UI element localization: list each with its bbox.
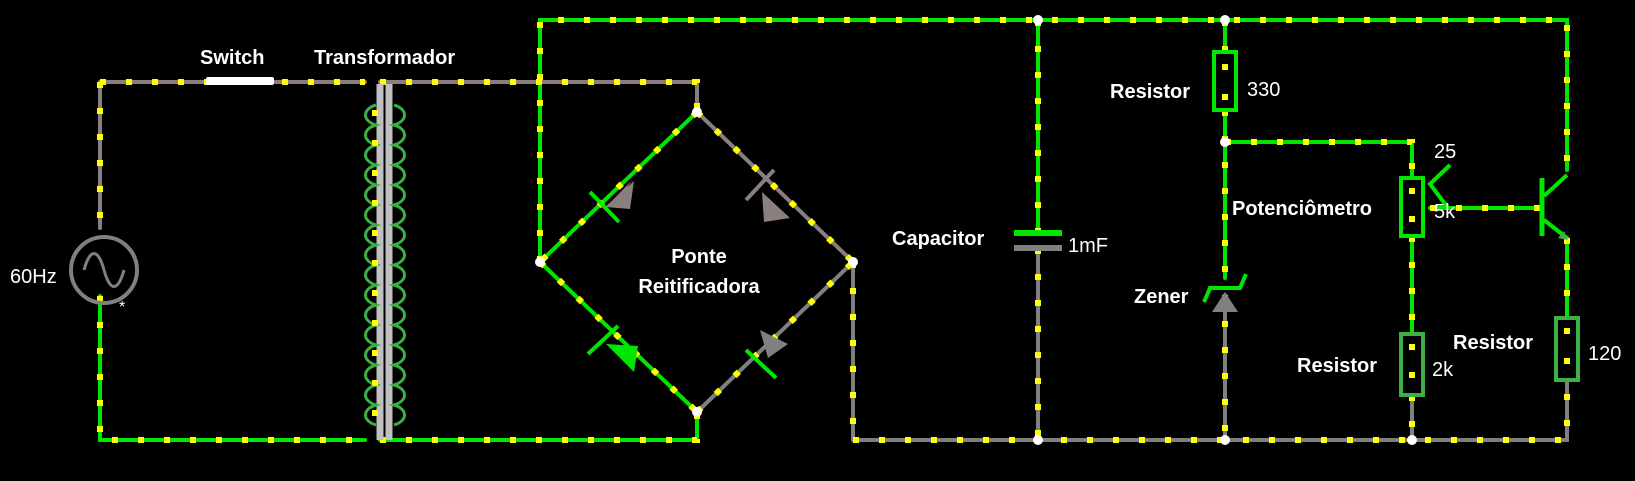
source-marker: * xyxy=(119,299,125,316)
resistor-330[interactable] xyxy=(1212,50,1238,112)
resistor-2k-value: 2k xyxy=(1432,359,1454,381)
resistor-120[interactable] xyxy=(1554,316,1580,382)
resistor-330-label: Resistor xyxy=(1110,81,1190,103)
switch[interactable] xyxy=(206,77,274,85)
potentiometer-value: 5k xyxy=(1434,201,1456,223)
switch-label: Switch xyxy=(200,47,264,69)
capacitor-label: Capacitor xyxy=(892,228,984,250)
transistor-npn[interactable] xyxy=(1539,173,1569,240)
wire-pot-top xyxy=(1223,140,1414,180)
potentiometer[interactable] xyxy=(1399,163,1452,238)
resistor-2k-label: Resistor xyxy=(1297,355,1377,377)
bridge-label-line2: Reitificadora xyxy=(638,276,760,298)
resistor-120-value: 120 xyxy=(1588,343,1621,365)
potentiometer-label: Potenciômetro xyxy=(1232,198,1372,220)
zener-label: Zener xyxy=(1134,286,1189,308)
resistor-330-value: 330 xyxy=(1247,79,1280,101)
transformer[interactable] xyxy=(364,84,406,440)
diode-bottom-right[interactable] xyxy=(744,330,788,380)
transformer-coils xyxy=(364,103,406,427)
ac-source[interactable] xyxy=(69,235,139,305)
wire-primary-left-bottom xyxy=(98,294,367,442)
transformer-label: Transformador xyxy=(314,47,455,69)
wire-ground-rail xyxy=(851,378,1569,442)
zener-diode[interactable] xyxy=(1202,273,1248,312)
resistor-120-label: Resistor xyxy=(1453,332,1533,354)
wires xyxy=(98,18,1569,442)
potentiometer-setting: 25 xyxy=(1434,141,1456,163)
wire-secondary-bottom xyxy=(378,410,699,442)
diode-top-right[interactable] xyxy=(744,168,790,222)
source-frequency-label: 60Hz xyxy=(10,266,57,288)
diode-bottom-left[interactable] xyxy=(586,324,638,372)
sine-wave-icon xyxy=(82,252,126,288)
capacitor-value: 1mF xyxy=(1068,235,1108,257)
resistor-2k[interactable] xyxy=(1399,332,1425,397)
bridge-label-line1: Ponte xyxy=(671,246,727,268)
junction-nodes xyxy=(535,15,1417,445)
diode-top-left[interactable] xyxy=(588,180,634,224)
pot-wiper-arrow xyxy=(1427,163,1452,210)
capacitor[interactable] xyxy=(1014,230,1062,251)
